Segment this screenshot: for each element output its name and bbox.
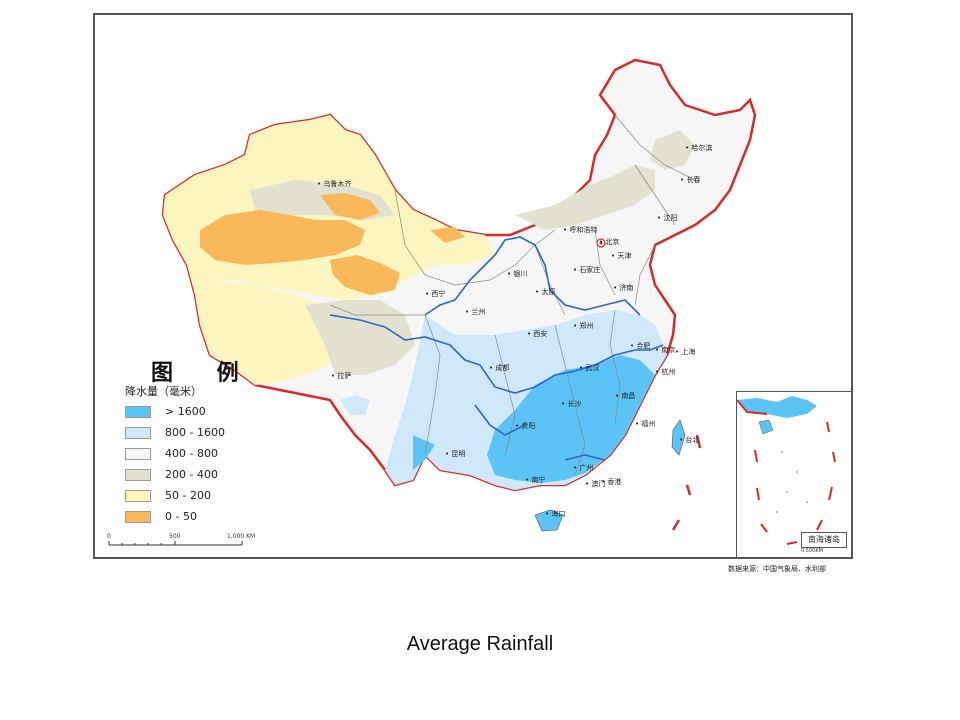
zone-800-1600-tibet-south — [340, 395, 370, 415]
city-label: • 成都 — [489, 364, 510, 372]
city-label: • 长春 — [680, 176, 701, 184]
city-label: • 香港 — [601, 478, 622, 486]
zone-200-400-plateau — [305, 300, 415, 375]
city-label: • 杭州 — [655, 368, 676, 376]
legend-label: 50 - 200 — [165, 489, 211, 502]
legend-label: 0 - 50 — [165, 510, 197, 523]
legend-swatch — [125, 490, 151, 502]
city-label: • 福州 — [635, 420, 656, 428]
caption: Average Rainfall — [406, 633, 554, 655]
zone-0-50-qaidam — [330, 255, 400, 295]
city-label: • 沈阳 — [657, 214, 678, 222]
legend-label: 400 - 800 — [165, 447, 218, 460]
city-label: • 太原 — [535, 288, 556, 296]
city-label: • 呼和浩特 — [563, 226, 598, 234]
city-label: • 上海 — [675, 348, 696, 356]
inset-map — [737, 396, 836, 545]
city-label: • 济南 — [613, 284, 634, 292]
map-frame: • 乌鲁木齐 • 哈尔滨 • 长春 • 沈阳 • 呼和浩特 • 北京 • 天津 • 石家庄 • … — [93, 13, 853, 559]
city-label: • 西宁 — [425, 290, 446, 298]
city-label: • 海口 — [545, 510, 566, 518]
zone-200-400-ne — [650, 130, 695, 170]
legend-label: 200 - 400 — [165, 468, 218, 481]
legend-swatch — [125, 448, 151, 460]
sea-boundary — [671, 434, 702, 531]
legend-swatch — [125, 511, 151, 523]
zone-over-1600-taiwan — [671, 419, 686, 456]
city-label: • 兰州 — [465, 308, 486, 316]
city-label: • 北京 — [599, 238, 620, 246]
city-label: • 南宁 — [525, 476, 546, 484]
scale-label-500: 500 — [169, 533, 181, 540]
city-label: • 哈尔滨 — [685, 144, 713, 152]
legend-title: 图 例 — [151, 360, 257, 386]
scale-label-0: 0 — [107, 533, 111, 540]
legend-swatch — [125, 469, 151, 481]
zone-200-400-north — [515, 165, 655, 230]
rivers — [329, 236, 664, 461]
zone-over-1600-hainan — [534, 509, 564, 532]
legend-swatch — [125, 427, 151, 439]
legend-swatch — [125, 406, 151, 418]
city-label: • 银川 — [507, 270, 528, 278]
zone-0-50-gobi — [430, 227, 465, 243]
zone-over-1600-sw — [413, 435, 435, 470]
zone-50-200-tibet — [195, 280, 335, 385]
city-label: • 拉萨 — [331, 372, 352, 380]
city-label: • 郑州 — [573, 322, 594, 330]
legend-label: 800 - 1600 — [165, 426, 225, 439]
capital-marker — [596, 238, 606, 248]
city-label: • 长沙 — [561, 400, 582, 408]
city-label: • 南京 — [655, 346, 676, 354]
city-label: • 昆明 — [445, 450, 466, 458]
zone-0-50-tarim — [200, 210, 365, 265]
city-label: • 广州 — [573, 464, 594, 472]
scale-label-1000: 1,000 KM — [227, 533, 256, 540]
city-label: • 天津 — [611, 252, 632, 260]
city-label: • 西安 — [527, 330, 548, 338]
south-china-sea-inset: 南海诸岛 0 500KM — [736, 391, 851, 557]
inset-scale: 0 500KM — [801, 548, 823, 554]
city-label: • 合肥 — [630, 342, 651, 350]
city-label: • 澳门 — [585, 480, 606, 488]
city-label: • 台北 — [679, 436, 700, 444]
city-label: • 乌鲁木齐 — [317, 180, 352, 188]
zone-over-1600 — [487, 355, 655, 483]
legend-label: > 1600 — [165, 405, 206, 418]
city-label: • 武汉 — [579, 364, 600, 372]
data-source: 数据来源：中国气象局、水利部 — [728, 565, 826, 573]
zone-0-50-junggar — [320, 193, 380, 220]
city-label: • 石家庄 — [573, 266, 601, 274]
legend-subtitle: 降水量（毫米） — [125, 385, 202, 398]
province-boundaries — [329, 114, 696, 476]
inset-label: 南海诸岛 — [801, 532, 847, 548]
city-label: • 贵阳 — [515, 422, 536, 430]
rainfall-map — [161, 58, 757, 532]
city-label: • 南昌 — [615, 392, 636, 400]
scale-bar: 0 500 1,000 KM — [107, 533, 267, 555]
